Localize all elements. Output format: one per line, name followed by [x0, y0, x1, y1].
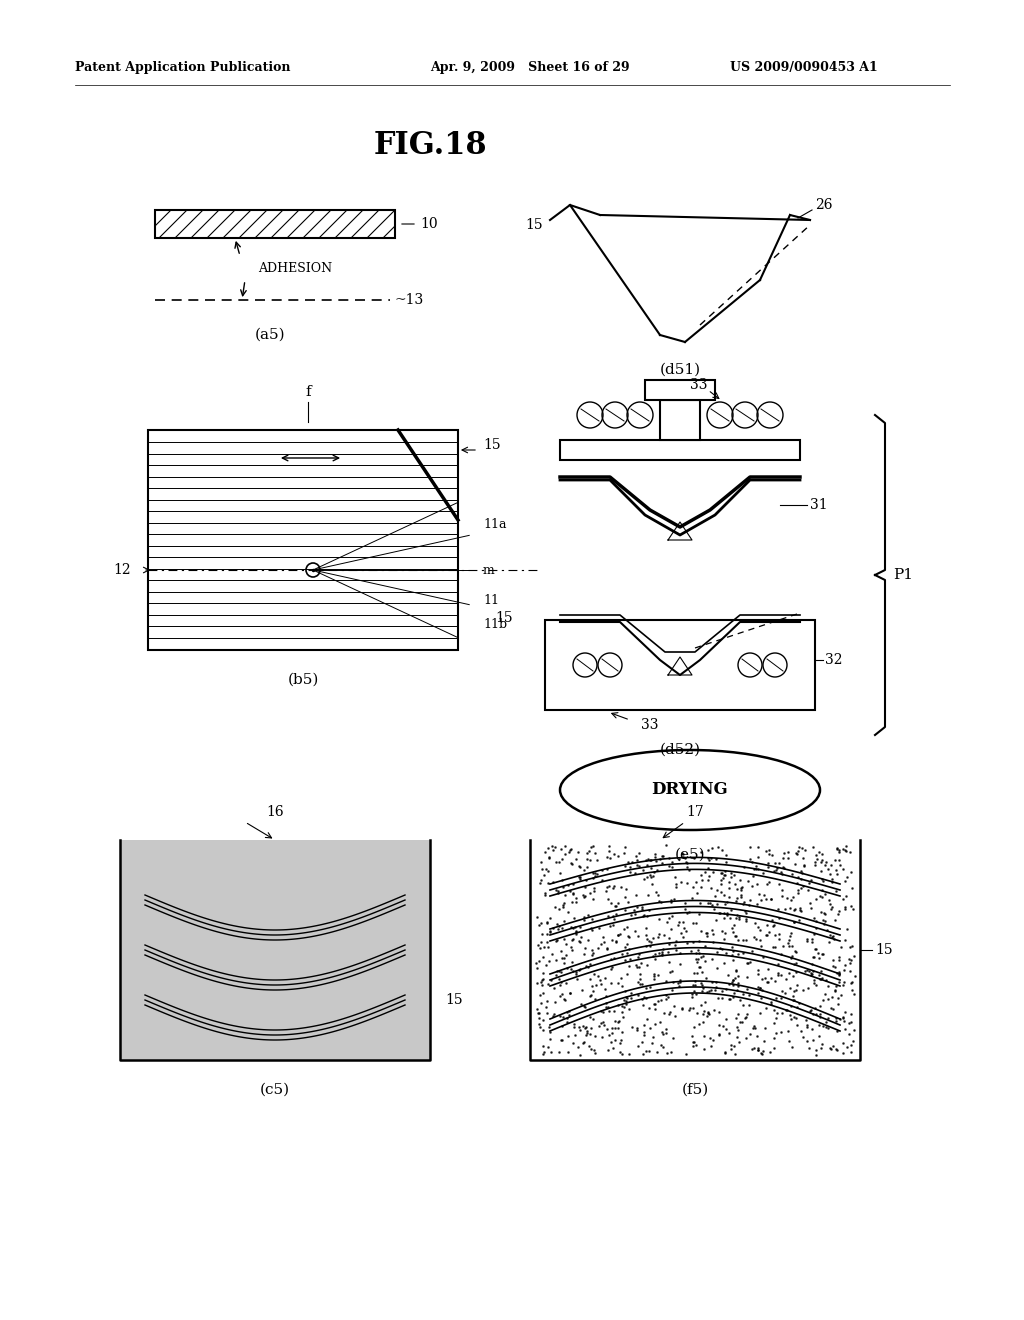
- Bar: [545, 620, 815, 710]
- Text: (d52): (d52): [659, 743, 700, 756]
- Text: (d51): (d51): [659, 363, 700, 378]
- Text: US 2009/0090453 A1: US 2009/0090453 A1: [730, 62, 878, 74]
- Text: 33: 33: [690, 378, 708, 392]
- Bar: [155, 210, 395, 238]
- Text: ADHESION: ADHESION: [258, 261, 332, 275]
- Text: 15: 15: [495, 611, 513, 624]
- Text: ~13: ~13: [395, 293, 424, 308]
- Text: 33: 33: [641, 718, 658, 733]
- Text: 26: 26: [815, 198, 833, 213]
- Text: 11: 11: [483, 594, 499, 606]
- Bar: [645, 380, 715, 400]
- Text: 32: 32: [825, 653, 843, 667]
- Text: (f5): (f5): [681, 1082, 709, 1097]
- Text: (b5): (b5): [288, 673, 318, 686]
- Ellipse shape: [560, 750, 820, 830]
- Text: DRYING: DRYING: [651, 781, 728, 799]
- Text: (e5): (e5): [675, 847, 706, 862]
- Bar: [660, 400, 700, 440]
- Text: 11a: 11a: [483, 519, 507, 532]
- Text: Apr. 9, 2009   Sheet 16 of 29: Apr. 9, 2009 Sheet 16 of 29: [430, 62, 630, 74]
- Text: 15: 15: [874, 942, 893, 957]
- Text: P1: P1: [893, 568, 913, 582]
- Text: 12: 12: [113, 564, 131, 577]
- Text: (a5): (a5): [255, 327, 286, 342]
- Text: FIG.18: FIG.18: [373, 129, 486, 161]
- Text: (c5): (c5): [260, 1082, 290, 1097]
- Text: 10: 10: [420, 216, 437, 231]
- Text: 15: 15: [445, 993, 463, 1007]
- Text: Patent Application Publication: Patent Application Publication: [75, 62, 291, 74]
- Text: 15: 15: [483, 438, 501, 451]
- Text: 11b: 11b: [483, 619, 507, 631]
- Bar: [148, 430, 458, 649]
- Bar: [120, 840, 430, 1060]
- Bar: [560, 440, 800, 459]
- Text: 31: 31: [810, 498, 827, 512]
- Text: 17: 17: [686, 805, 703, 818]
- Text: f: f: [305, 385, 311, 399]
- Text: m: m: [483, 564, 495, 577]
- Text: 15: 15: [525, 218, 543, 232]
- Text: 16: 16: [266, 805, 284, 818]
